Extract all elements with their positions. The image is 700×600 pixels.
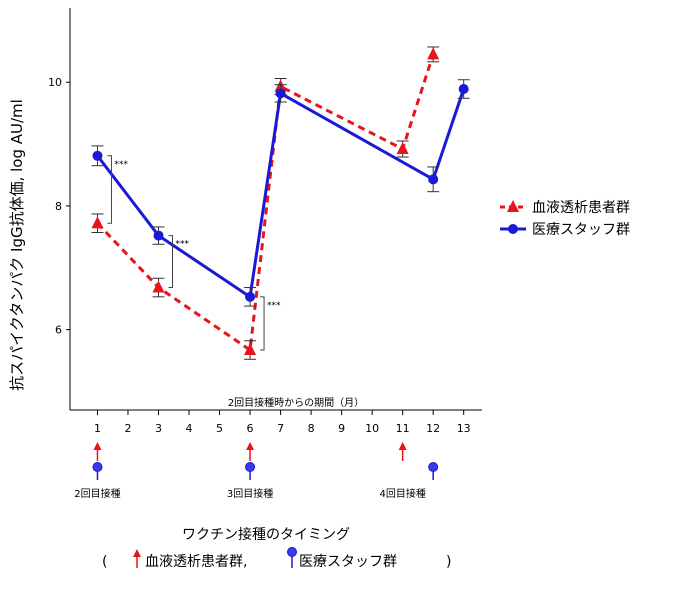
caption-patient-arrow-icon xyxy=(133,549,141,568)
patient-arrow-icon xyxy=(246,442,255,450)
significance-label: *** xyxy=(267,301,281,311)
data-point-patients xyxy=(427,47,440,60)
caption-staff-pin-icon xyxy=(287,547,297,568)
vaccination-caption-legend: ( 血液透析患者群, 医療スタッフ群 ) xyxy=(102,547,451,570)
staff-pin-icon xyxy=(245,462,256,472)
legend-marker-patients xyxy=(507,200,519,212)
vaccination-timing: 2回目接種 3回目接種 4回目接種 xyxy=(74,442,439,500)
x-tick-label: 12 xyxy=(426,422,440,435)
vaccination-dose-label: 2回目接種 xyxy=(74,487,120,500)
data-point-patients xyxy=(244,343,257,356)
caption-patients-label: 血液透析患者群, xyxy=(145,554,247,570)
x-tick-label: 7 xyxy=(277,422,284,435)
bracket-line xyxy=(168,235,174,289)
x-tick-label: 6 xyxy=(247,422,254,435)
caption-close-paren: ) xyxy=(446,554,451,570)
x-tick-label: 3 xyxy=(155,422,162,435)
y-tick-label: 10 xyxy=(48,76,62,89)
data-point-patients xyxy=(396,142,409,155)
x-tick-label: 13 xyxy=(457,422,471,435)
caption-open-paren: ( xyxy=(102,554,107,570)
significance-label: *** xyxy=(114,160,128,170)
data-point-staff xyxy=(458,84,469,95)
significance-bracket: *** xyxy=(107,155,128,224)
staff-pin-icon xyxy=(428,462,439,472)
vaccination-dose-label: 4回目接種 xyxy=(379,487,425,500)
x-tick-label: 9 xyxy=(338,422,345,435)
bracket-line xyxy=(107,155,112,224)
data-point-staff xyxy=(92,150,103,161)
x-tick-label: 4 xyxy=(186,422,193,435)
data-point-patients xyxy=(91,216,104,229)
y-axis-label: 抗スパイクタンパク IgG抗体価, log AU/ml xyxy=(8,99,26,391)
x-tick-label: 8 xyxy=(308,422,315,435)
x-tick-label: 11 xyxy=(396,422,410,435)
patient-arrow-icon xyxy=(398,442,407,450)
x-tick-label: 10 xyxy=(365,422,379,435)
data-point-staff xyxy=(245,291,256,302)
data-point-patients xyxy=(152,280,165,293)
x-axis-label: 2回目接種時からの期間（月） xyxy=(228,396,364,409)
legend-label-staff: 医療スタッフ群 xyxy=(532,221,630,238)
significance-bracket: *** xyxy=(260,296,281,351)
series-line-staff xyxy=(96,88,466,299)
x-tick-label: 2 xyxy=(124,422,131,435)
legend-marker-staff xyxy=(508,224,518,234)
y-tick-label: 6 xyxy=(55,324,62,337)
patient-arrow-icon xyxy=(93,442,102,450)
significance-bracket: *** xyxy=(168,235,190,289)
vaccination-caption: ワクチン接種のタイミング xyxy=(182,526,350,543)
significance-label: *** xyxy=(176,240,190,250)
data-point-staff xyxy=(153,230,164,241)
bracket-line xyxy=(260,296,265,351)
caption-staff-label: 医療スタッフ群 xyxy=(299,553,397,570)
y-tick-label: 8 xyxy=(55,200,62,213)
legend-label-patients: 血液透析患者群 xyxy=(532,200,630,216)
series-line-patients xyxy=(96,53,435,352)
vaccination-dose-label: 3回目接種 xyxy=(227,487,273,500)
data-point-staff xyxy=(275,88,286,99)
x-tick-label: 1 xyxy=(94,422,101,435)
x-tick-label: 5 xyxy=(216,422,223,435)
data-point-staff xyxy=(428,174,439,185)
staff-pin-icon xyxy=(92,462,103,472)
